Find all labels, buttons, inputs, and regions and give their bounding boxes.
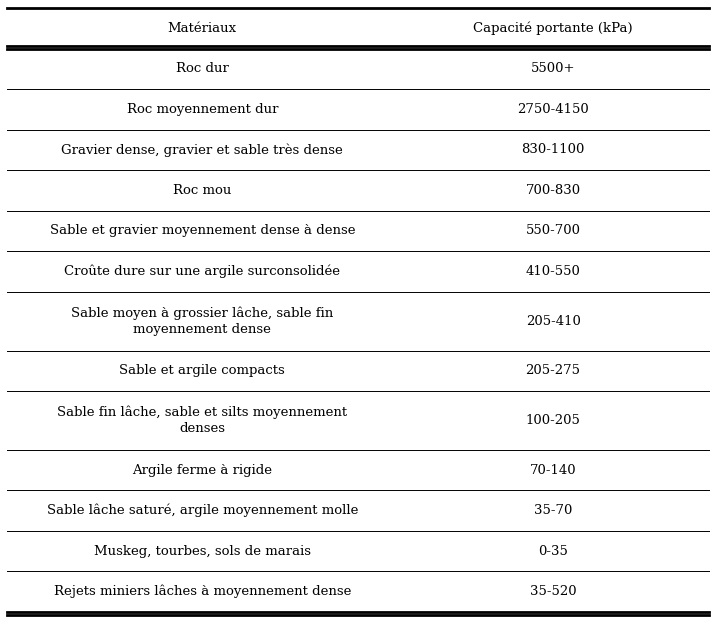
Text: 0-35: 0-35 (538, 545, 568, 558)
Text: 2750-4150: 2750-4150 (517, 103, 589, 116)
Text: Sable et gravier moyennement dense à dense: Sable et gravier moyennement dense à den… (49, 224, 355, 237)
Text: 70-140: 70-140 (530, 464, 576, 477)
Text: 100-205: 100-205 (526, 414, 581, 427)
Text: 830-1100: 830-1100 (521, 143, 585, 156)
Text: Muskeg, tourbes, sols de marais: Muskeg, tourbes, sols de marais (94, 545, 311, 558)
Text: Sable et argile compacts: Sable et argile compacts (120, 365, 285, 378)
Text: Rejets miniers lâches à moyennement dense: Rejets miniers lâches à moyennement dens… (54, 585, 351, 598)
Text: 410-550: 410-550 (526, 265, 581, 278)
Text: 205-275: 205-275 (526, 365, 581, 378)
Text: Sable moyen à grossier lâche, sable fin
moyennement dense: Sable moyen à grossier lâche, sable fin … (71, 306, 334, 336)
Text: 550-700: 550-700 (526, 224, 581, 237)
Text: Roc moyennement dur: Roc moyennement dur (127, 103, 278, 116)
Text: Roc mou: Roc mou (173, 184, 231, 197)
Text: 205-410: 205-410 (526, 314, 581, 327)
Text: Argile ferme à rigide: Argile ferme à rigide (132, 464, 272, 477)
Text: 35-70: 35-70 (534, 504, 572, 517)
Text: Roc dur: Roc dur (176, 62, 228, 75)
Text: 700-830: 700-830 (526, 184, 581, 197)
Text: Gravier dense, gravier et sable très dense: Gravier dense, gravier et sable très den… (62, 143, 343, 157)
Text: Croûte dure sur une argile surconsolidée: Croûte dure sur une argile surconsolidée (64, 265, 340, 278)
Text: 5500+: 5500+ (531, 62, 576, 75)
Text: Sable lâche saturé, argile moyennement molle: Sable lâche saturé, argile moyennement m… (47, 504, 358, 518)
Text: Capacité portante (kPa): Capacité portante (kPa) (473, 22, 633, 35)
Text: Sable fin lâche, sable et silts moyennement
denses: Sable fin lâche, sable et silts moyennem… (57, 405, 347, 435)
Text: 35-520: 35-520 (530, 585, 576, 598)
Text: Matériaux: Matériaux (168, 22, 237, 35)
